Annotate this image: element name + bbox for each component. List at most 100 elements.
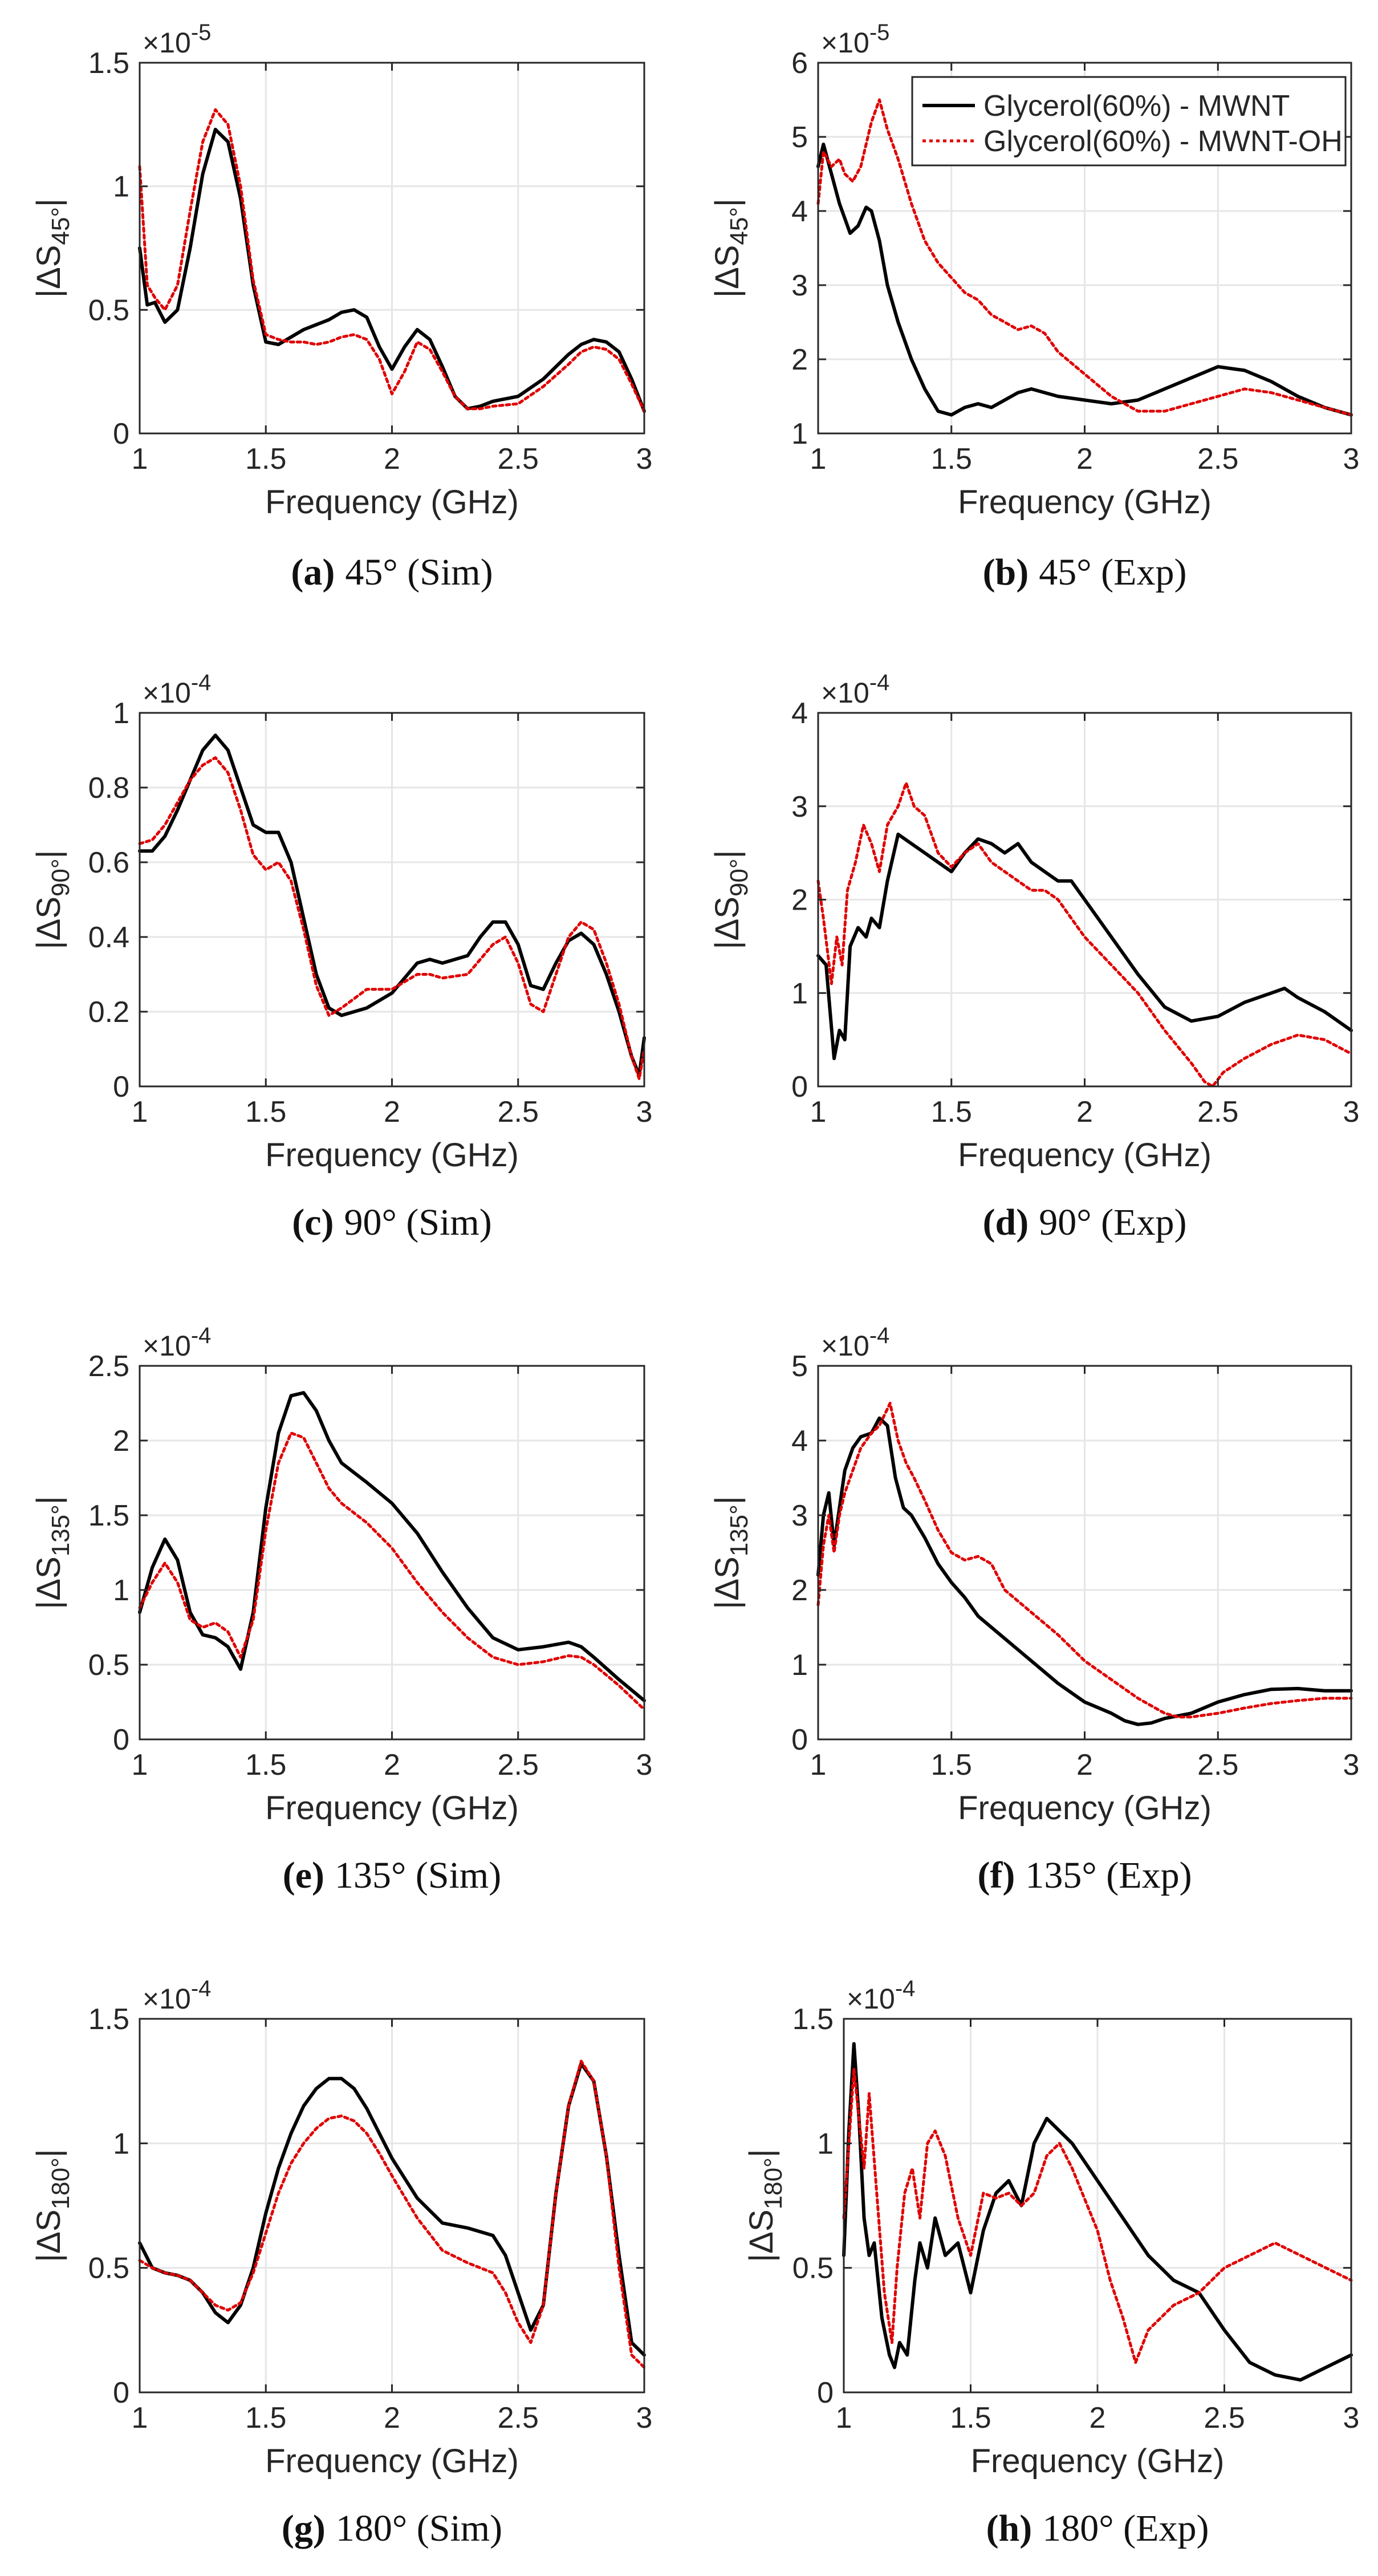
exponent-base: ×10 (821, 1330, 869, 1362)
y-tick-label: 0 (791, 1070, 808, 1104)
exponent-base: ×10 (847, 1983, 895, 2015)
x-axis-label: Frequency (GHz) (971, 2443, 1225, 2480)
x-tick-label: 3 (1343, 2401, 1360, 2435)
x-tick-label: 1 (810, 1096, 827, 1129)
axis-exponent: ×10-4 (143, 1976, 211, 2015)
y-tick-label: 5 (791, 121, 808, 154)
x-tick-label: 3 (636, 1096, 653, 1129)
caption-tag: (a) (291, 551, 335, 593)
y-label-sub: 180° (759, 2157, 787, 2209)
x-tick-label: 1.5 (931, 1096, 972, 1129)
y-tick-label: 2.5 (88, 1350, 129, 1383)
y-tick-label: 1 (113, 697, 129, 730)
y-label-sub: 45° (47, 207, 75, 245)
panel-c: 1 1.5 2 2.5 3 0 0.2 0.4 0.6 0.8 1 ×10-4 Frequency (G… (30, 670, 652, 1243)
caption-tag: (f) (977, 1855, 1015, 1896)
x-tick-label: 2.5 (1197, 443, 1238, 476)
x-tick-label: 1.5 (245, 1749, 286, 1782)
series-line-mwnt (842, 2042, 1353, 2382)
y-tick-label: 0 (791, 1723, 808, 1756)
panel-caption: (e) 135° (Sim) (283, 1855, 502, 1896)
x-axis-label: Frequency (GHz) (958, 1790, 1212, 1827)
x-tick-label: 2 (1076, 443, 1093, 476)
y-label-main: |ΔS (30, 245, 67, 298)
caption-text: 180° (Exp) (1042, 2508, 1209, 2549)
y-tick-label: 2 (791, 343, 808, 376)
y-tick-label: 2 (113, 1425, 129, 1458)
axis-exponent: ×10-4 (143, 1323, 211, 1362)
series-line-mwnt (138, 128, 646, 413)
x-tick-label: 2 (1076, 1096, 1093, 1129)
exponent-base: ×10 (821, 27, 869, 59)
caption-text: 45° (Exp) (1039, 551, 1186, 593)
y-label-main: |ΔS (30, 2209, 67, 2262)
x-tick-label: 2 (384, 443, 400, 476)
x-tick-label: 3 (636, 443, 653, 476)
series-line-mwnt-oh (138, 2059, 646, 2369)
y-tick-label: 2 (791, 1574, 808, 1607)
x-tick-label: 3 (636, 2401, 653, 2435)
x-tick-label: 3 (636, 1749, 653, 1782)
caption-tag: (h) (986, 2508, 1033, 2549)
x-tick-label: 2.5 (498, 2401, 539, 2435)
panel-e: 1 1.5 2 2.5 3 0 0.5 1 1.5 2 2.5 ×10-4 Frequency (GHz… (30, 1323, 652, 1896)
y-tick-label: 3 (791, 1499, 808, 1532)
y-tick-label: 0.4 (88, 921, 129, 954)
series-line-mwnt (138, 733, 646, 1077)
panel-caption: (d) 90° (Exp) (983, 1202, 1187, 1243)
x-tick-label: 1 (132, 1096, 148, 1129)
exponent-power: -4 (191, 1976, 212, 2001)
legend-label: Glycerol(60%) - MWNT (983, 90, 1290, 123)
y-label-end: | (30, 1496, 67, 1504)
panel-caption: (c) 90° (Sim) (292, 1202, 492, 1243)
y-axis-label: |ΔS135°| (709, 1496, 753, 1609)
y-axis-label: |ΔS180°| (30, 2149, 75, 2262)
x-tick-label: 2 (384, 2401, 400, 2435)
series-line-mwnt (138, 1391, 646, 1702)
y-tick-label: 4 (791, 195, 808, 228)
x-tick-label: 2.5 (498, 1749, 539, 1782)
y-tick-label: 5 (791, 1350, 808, 1383)
y-tick-label: 1.5 (88, 1499, 129, 1532)
exponent-power: -5 (191, 20, 212, 45)
y-label-end: | (709, 1496, 746, 1504)
y-axis-label: |ΔS180°| (743, 2149, 787, 2262)
panel-a: 1 1.5 2 2.5 3 0 0.5 1 1.5 ×10-5 Frequency (GHz) |ΔS… (30, 20, 652, 593)
y-axis-label: |ΔS45°| (30, 198, 75, 298)
y-label-end: | (709, 198, 746, 207)
x-tick-label: 1.5 (245, 2401, 286, 2435)
y-tick-label: 0.5 (792, 2252, 834, 2285)
x-axis-label: Frequency (GHz) (265, 1790, 519, 1827)
x-tick-label: 2.5 (1197, 1096, 1238, 1129)
x-axis-label: Frequency (GHz) (958, 1137, 1212, 1174)
exponent-base: ×10 (143, 1983, 191, 2015)
y-tick-label: 0 (113, 1723, 129, 1756)
grid (817, 1365, 1352, 1741)
y-label-end: | (30, 850, 67, 858)
y-label-sub: 180° (47, 2157, 75, 2209)
x-tick-label: 1 (132, 443, 148, 476)
y-tick-label: 0.5 (88, 294, 129, 327)
panel-caption: (f) 135° (Exp) (977, 1855, 1192, 1896)
caption-text: 135° (Exp) (1025, 1855, 1192, 1896)
y-tick-label: 0.2 (88, 996, 129, 1029)
y-tick-label: 1 (791, 1649, 808, 1682)
y-tick-label: 4 (791, 697, 808, 730)
y-tick-label: 0.6 (88, 846, 129, 879)
caption-tag: (g) (282, 2508, 326, 2549)
axis-exponent: ×10-4 (847, 1976, 915, 2015)
axis-exponent: ×10-4 (821, 670, 889, 709)
series-line-mwnt (816, 143, 1353, 417)
exponent-base: ×10 (821, 677, 869, 709)
x-tick-label: 2 (384, 1749, 400, 1782)
y-tick-label: 1.5 (792, 2003, 834, 2036)
panel-h: 1 1.5 2 2.5 3 0 0.5 1 1.5 ×10-4 Frequency (GHz) |ΔS… (743, 1976, 1359, 2549)
exponent-power: -4 (191, 1323, 212, 1348)
series-line-mwnt-oh (816, 98, 1353, 416)
caption-tag: (d) (983, 1202, 1029, 1243)
caption-text: 45° (Sim) (345, 551, 493, 593)
y-label-main: |ΔS (709, 1556, 746, 1609)
y-axis-label: |ΔS45°| (709, 198, 753, 298)
